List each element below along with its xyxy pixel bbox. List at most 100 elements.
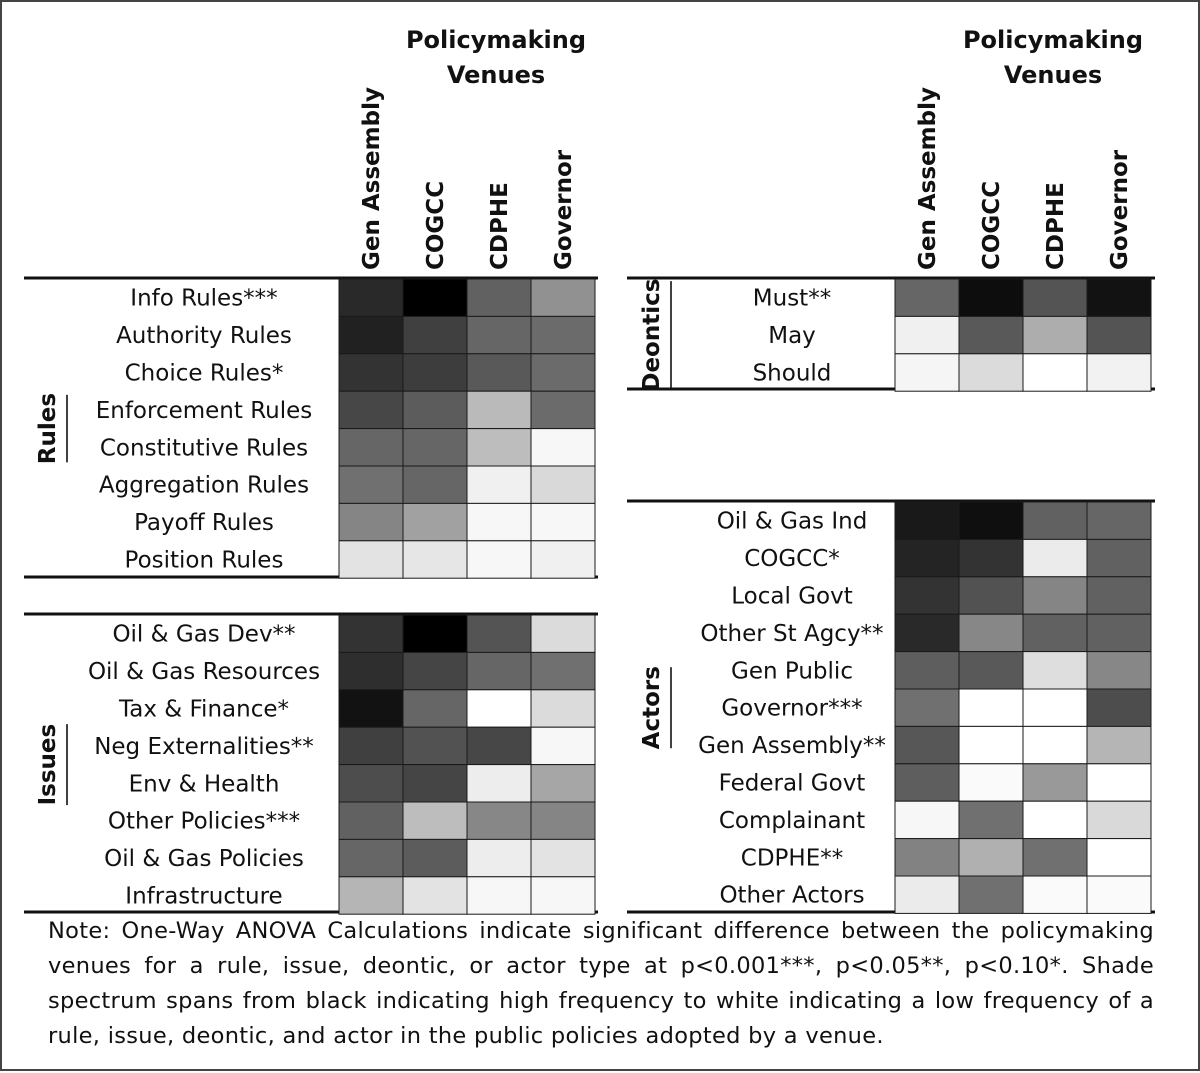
heatmap-cell-gen-public-governor bbox=[1086, 651, 1152, 690]
heatmap-cell-oil-gas-ind-gen-assembly bbox=[894, 501, 960, 540]
heatmap-cell-other-policies-cdphe bbox=[466, 801, 532, 840]
heatmap-cell-local-govt-cogcc bbox=[958, 576, 1024, 615]
heatmap-cell-gen-assembly-gen-assembly bbox=[894, 725, 960, 765]
heatmap-cell-gen-assembly-governor bbox=[1086, 725, 1152, 765]
row-label-choice-rules: Choice Rules* bbox=[125, 361, 284, 387]
heatmap-cell-cdphe-cdphe bbox=[1022, 838, 1088, 877]
heatmap-cell-other-st-agcy-cdphe bbox=[1022, 613, 1088, 653]
heatmap-cell-oil-gas-ind-cdphe bbox=[1022, 501, 1088, 540]
heatmap-cell-position-rules-cogcc bbox=[402, 540, 468, 579]
heatmap-cell-gen-public-cogcc bbox=[958, 651, 1024, 690]
heatmap-cell-info-rules-gen-assembly bbox=[338, 278, 404, 317]
heatmap-cell-info-rules-cdphe bbox=[466, 278, 532, 317]
row-label-may: May bbox=[768, 323, 816, 349]
row-label-infrastructure: Infrastructure bbox=[125, 884, 282, 910]
row-label-oil-gas-dev: Oil & Gas Dev** bbox=[112, 622, 295, 648]
heatmap-cell-oil-gas-resources-cogcc bbox=[402, 651, 468, 691]
row-label-payoff-rules: Payoff Rules bbox=[134, 510, 274, 536]
heatmap-cell-local-govt-governor bbox=[1086, 576, 1152, 615]
heatmap-cell-payoff-rules-cdphe bbox=[466, 502, 532, 542]
venue-header-governor: Governor bbox=[1107, 149, 1133, 270]
heatmap-cell-oil-gas-dev-governor bbox=[530, 614, 596, 653]
heatmap-cell-oil-gas-ind-governor bbox=[1086, 501, 1152, 540]
heatmap-cell-complainant-governor bbox=[1086, 800, 1152, 840]
row-label-cdphe: CDPHE** bbox=[741, 845, 843, 871]
heatmap-cell-neg-externalities-cdphe bbox=[466, 726, 532, 766]
heatmap-cell-aggregation-rules-governor bbox=[530, 465, 596, 504]
heatmap-cell-gen-assembly-cogcc bbox=[958, 725, 1024, 765]
heatmap-cell-enforcement-rules-gen-assembly bbox=[338, 390, 404, 430]
heatmap-cell-gen-assembly-cdphe bbox=[1022, 725, 1088, 765]
heatmap-cell-constitutive-rules-gen-assembly bbox=[338, 428, 404, 467]
heatmap-cell-federal-govt-cdphe bbox=[1022, 763, 1088, 802]
row-label-gen-public: Gen Public bbox=[731, 658, 853, 684]
heatmap-cell-aggregation-rules-cdphe bbox=[466, 465, 532, 504]
heatmap-cell-may-cdphe bbox=[1022, 315, 1088, 355]
row-label-gen-assembly: Gen Assembly** bbox=[698, 733, 886, 759]
heatmap-cell-payoff-rules-cogcc bbox=[402, 502, 468, 542]
venue-header-cogcc: COGCC bbox=[979, 181, 1005, 270]
figure-note: Note: One-Way ANOVA Calculations indicat… bbox=[48, 918, 1154, 1049]
heatmap-cell-other-policies-gen-assembly bbox=[338, 801, 404, 840]
heatmap-cell-oil-gas-resources-gen-assembly bbox=[338, 651, 404, 691]
heatmap-cell-infrastructure-governor bbox=[530, 876, 596, 915]
heatmap-cell-infrastructure-cdphe bbox=[466, 876, 532, 915]
heatmap-cell-payoff-rules-governor bbox=[530, 502, 596, 542]
heatmap-cell-should-governor bbox=[1086, 353, 1152, 392]
heatmap-cell-authority-rules-cdphe bbox=[466, 315, 532, 355]
heatmap-cell-must-gen-assembly bbox=[894, 278, 960, 317]
heatmap-cell-env-health-gen-assembly bbox=[338, 764, 404, 803]
group-label-issues: Issues bbox=[35, 724, 61, 806]
heatmap-cell-authority-rules-gen-assembly bbox=[338, 315, 404, 355]
group-label-deontics: Deontics bbox=[639, 279, 665, 392]
heatmap-cell-neg-externalities-governor bbox=[530, 726, 596, 766]
row-label-enforcement-rules: Enforcement Rules bbox=[96, 398, 313, 424]
venue-header-gen-assembly: Gen Assembly bbox=[359, 87, 385, 270]
row-label-other-st-agcy: Other St Agcy** bbox=[700, 621, 883, 647]
heatmap-cell-choice-rules-gen-assembly bbox=[338, 353, 404, 392]
row-label-aggregation-rules: Aggregation Rules bbox=[99, 473, 309, 499]
heatmap-cell-gen-public-cdphe bbox=[1022, 651, 1088, 690]
row-label-cogcc: COGCC* bbox=[744, 546, 840, 572]
heatmap-cell-cogcc-cdphe bbox=[1022, 538, 1088, 578]
heatmap-cell-should-cdphe bbox=[1022, 353, 1088, 392]
row-label-info-rules: Info Rules*** bbox=[130, 286, 277, 312]
heatmap-cell-other-actors-gen-assembly bbox=[894, 875, 960, 914]
row-label-tax-finance: Tax & Finance* bbox=[118, 697, 289, 723]
heatmap-cell-cogcc-governor bbox=[1086, 538, 1152, 578]
heatmap-cell-gen-public-gen-assembly bbox=[894, 651, 960, 690]
heatmap-cell-must-governor bbox=[1086, 278, 1152, 317]
heatmap-cell-must-cogcc bbox=[958, 278, 1024, 317]
heatmap-cell-complainant-gen-assembly bbox=[894, 800, 960, 840]
venue-header-cdphe: CDPHE bbox=[487, 182, 513, 270]
heatmap-cell-tax-finance-cogcc bbox=[402, 689, 468, 728]
row-label-governor: Governor*** bbox=[721, 696, 862, 722]
panel-title-right-line1: Policymaking bbox=[963, 26, 1143, 54]
heatmap-cell-oil-gas-dev-cdphe bbox=[466, 614, 532, 653]
heatmap-cell-governor-cogcc bbox=[958, 688, 1024, 727]
heatmap-cell-tax-finance-cdphe bbox=[466, 689, 532, 728]
heatmap-cell-enforcement-rules-governor bbox=[530, 390, 596, 430]
row-label-federal-govt: Federal Govt bbox=[719, 771, 866, 797]
row-label-oil-gas-ind: Oil & Gas Ind bbox=[717, 509, 868, 535]
panel-title-right-line2: Venues bbox=[1004, 61, 1102, 89]
heatmap-cell-oil-gas-policies-gen-assembly bbox=[338, 838, 404, 878]
heatmap-cell-infrastructure-gen-assembly bbox=[338, 876, 404, 915]
row-label-must: Must** bbox=[753, 286, 831, 312]
heatmap-cell-authority-rules-governor bbox=[530, 315, 596, 355]
heatmap-cell-other-policies-cogcc bbox=[402, 801, 468, 840]
heatmap-cell-position-rules-gen-assembly bbox=[338, 540, 404, 579]
venue-header-governor: Governor bbox=[551, 149, 577, 270]
heatmap-cell-oil-gas-resources-cdphe bbox=[466, 651, 532, 691]
heatmap-cell-other-actors-cdphe bbox=[1022, 875, 1088, 914]
panel-title-left-line2: Venues bbox=[447, 61, 545, 89]
heatmap-cell-info-rules-governor bbox=[530, 278, 596, 317]
heatmap-cell-governor-cdphe bbox=[1022, 688, 1088, 727]
row-label-should: Should bbox=[753, 361, 832, 387]
heatmap-cell-local-govt-gen-assembly bbox=[894, 576, 960, 615]
heatmap-cell-payoff-rules-gen-assembly bbox=[338, 502, 404, 542]
heatmap-cell-tax-finance-governor bbox=[530, 689, 596, 728]
heatmap-cell-neg-externalities-gen-assembly bbox=[338, 726, 404, 766]
panel-title-left-line1: Policymaking bbox=[406, 26, 586, 54]
